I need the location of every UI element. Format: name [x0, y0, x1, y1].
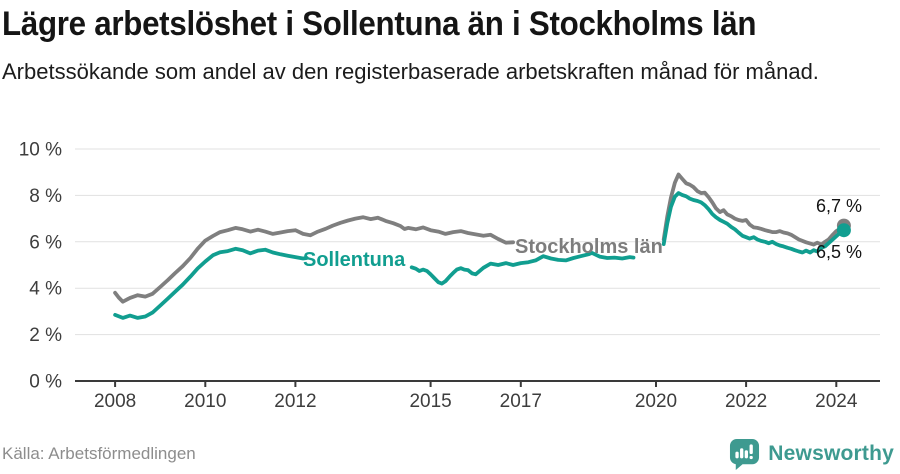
- x-tick-label: 2010: [184, 391, 226, 412]
- unemployment-line-chart: 0 % 2 % 4 % 6 % 8 % 10 % 2008 2010 2012 2015 2017 2…: [0, 128, 900, 420]
- end-dot-sollentuna: [836, 223, 851, 238]
- y-tick-label: 2 %: [29, 325, 62, 346]
- y-tick-label: 8 %: [29, 186, 62, 207]
- page-subtitle: Arbetssökande som andel av den registerb…: [2, 59, 819, 84]
- series-line-sollentuna: [661, 191, 846, 255]
- x-tick-label: 2017: [500, 391, 542, 412]
- series-line-sollentuna: [113, 246, 309, 320]
- x-tick-label: 2015: [409, 391, 451, 412]
- chart-svg: 0 % 2 % 4 % 6 % 8 % 10 % 2008 2010 2012 2015 2017 2…: [19, 140, 880, 412]
- end-value-label: 6,7 %: [816, 196, 862, 216]
- y-tick-label: 10 %: [19, 140, 62, 161]
- newsworthy-bubble-chart-icon: [730, 438, 760, 470]
- newsworthy-logo: Newsworthy: [729, 438, 894, 471]
- x-tick-label: 2008: [94, 391, 136, 412]
- series-line-stockholms-lan: [113, 215, 515, 304]
- x-tick-label: 2020: [635, 391, 677, 412]
- x-tick-label: 2012: [274, 391, 316, 412]
- chart-footer: Källa: Arbetsförmedlingen Newsworthy: [2, 437, 894, 471]
- newsworthy-wordmark: Newsworthy: [768, 442, 894, 465]
- series-line-sollentuna: [409, 251, 636, 286]
- end-value-label: 6,5 %: [816, 242, 862, 262]
- series-line-stockholms-lan: [661, 172, 846, 247]
- page-title: Lägre arbetslöshet i Sollentuna än i Sto…: [2, 5, 757, 43]
- source-note: Källa: Arbetsförmedlingen: [2, 444, 196, 463]
- x-tick-label: 2024: [815, 391, 858, 412]
- series-label-sollentuna: Sollentuna: [303, 249, 406, 271]
- y-tick-label: 4 %: [29, 279, 62, 300]
- x-tick-label: 2022: [725, 391, 767, 412]
- y-tick-label: 6 %: [29, 232, 62, 253]
- y-tick-label: 0 %: [29, 372, 62, 393]
- series-label-stockholms-lan: Stockholms län: [515, 236, 663, 258]
